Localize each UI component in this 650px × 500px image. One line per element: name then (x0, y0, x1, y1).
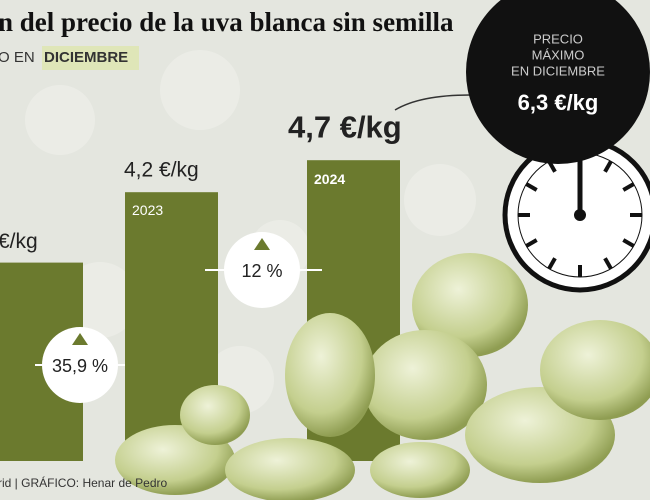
clock-tick (547, 257, 557, 270)
clock-tick (525, 238, 538, 248)
callout-circle (466, 0, 650, 164)
subtitle: O EN (0, 49, 35, 66)
callout-text: MÁXIMO (532, 47, 585, 62)
change-label: 12 % (241, 261, 282, 281)
callout-text: EN DICIEMBRE (511, 63, 605, 78)
clock-tick (622, 182, 635, 192)
callout-connector (394, 94, 471, 111)
up-triangle (72, 333, 88, 345)
change-label: 35,9 % (52, 356, 108, 376)
title: n del precio de la uva blanca sin semill… (0, 7, 454, 37)
grapes-foreground (115, 253, 650, 500)
callout-text: PRECIO (533, 31, 583, 46)
callout-value: 6,3 €/kg (518, 90, 599, 115)
source: rid | GRÁFICO: Henar de Pedro (0, 475, 168, 490)
clock-tick (622, 238, 635, 248)
clock-tick (603, 257, 613, 270)
up-triangle (254, 238, 270, 250)
change-badge (224, 232, 300, 308)
clock-tick (603, 160, 613, 173)
clock-tick (525, 182, 538, 192)
year-label: 2023 (132, 202, 163, 218)
subtitle-emphasis: DICIEMBRE (44, 49, 128, 66)
subtitle-highlight (42, 46, 139, 70)
value-label: 4,2 €/kg (124, 159, 199, 182)
value-label: €/kg (0, 230, 38, 253)
change-badge (42, 327, 118, 403)
clock (502, 137, 650, 293)
year-label: 2024 (314, 171, 345, 187)
value-label: 4,7 €/kg (288, 109, 402, 144)
